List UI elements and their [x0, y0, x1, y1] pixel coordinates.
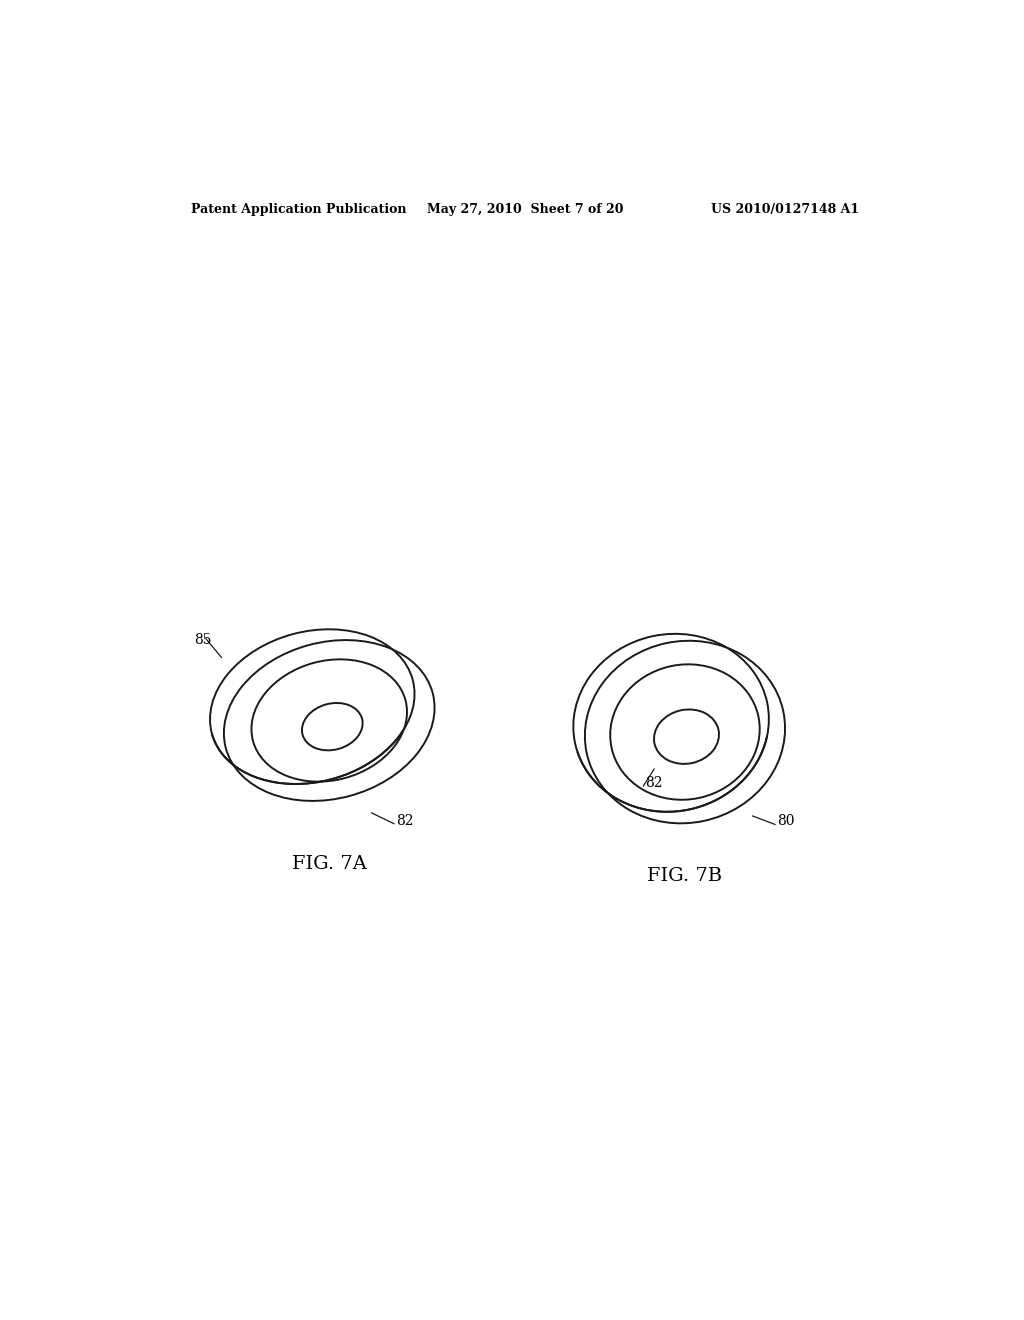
Text: 80: 80 [777, 814, 795, 829]
Text: 82: 82 [645, 776, 663, 789]
Text: Patent Application Publication: Patent Application Publication [190, 203, 407, 216]
Text: US 2010/0127148 A1: US 2010/0127148 A1 [711, 203, 859, 216]
Text: May 27, 2010  Sheet 7 of 20: May 27, 2010 Sheet 7 of 20 [427, 203, 623, 216]
Text: 85: 85 [194, 632, 211, 647]
Text: 82: 82 [396, 814, 414, 829]
Text: FIG. 7B: FIG. 7B [647, 867, 723, 884]
Text: FIG. 7A: FIG. 7A [292, 855, 367, 874]
